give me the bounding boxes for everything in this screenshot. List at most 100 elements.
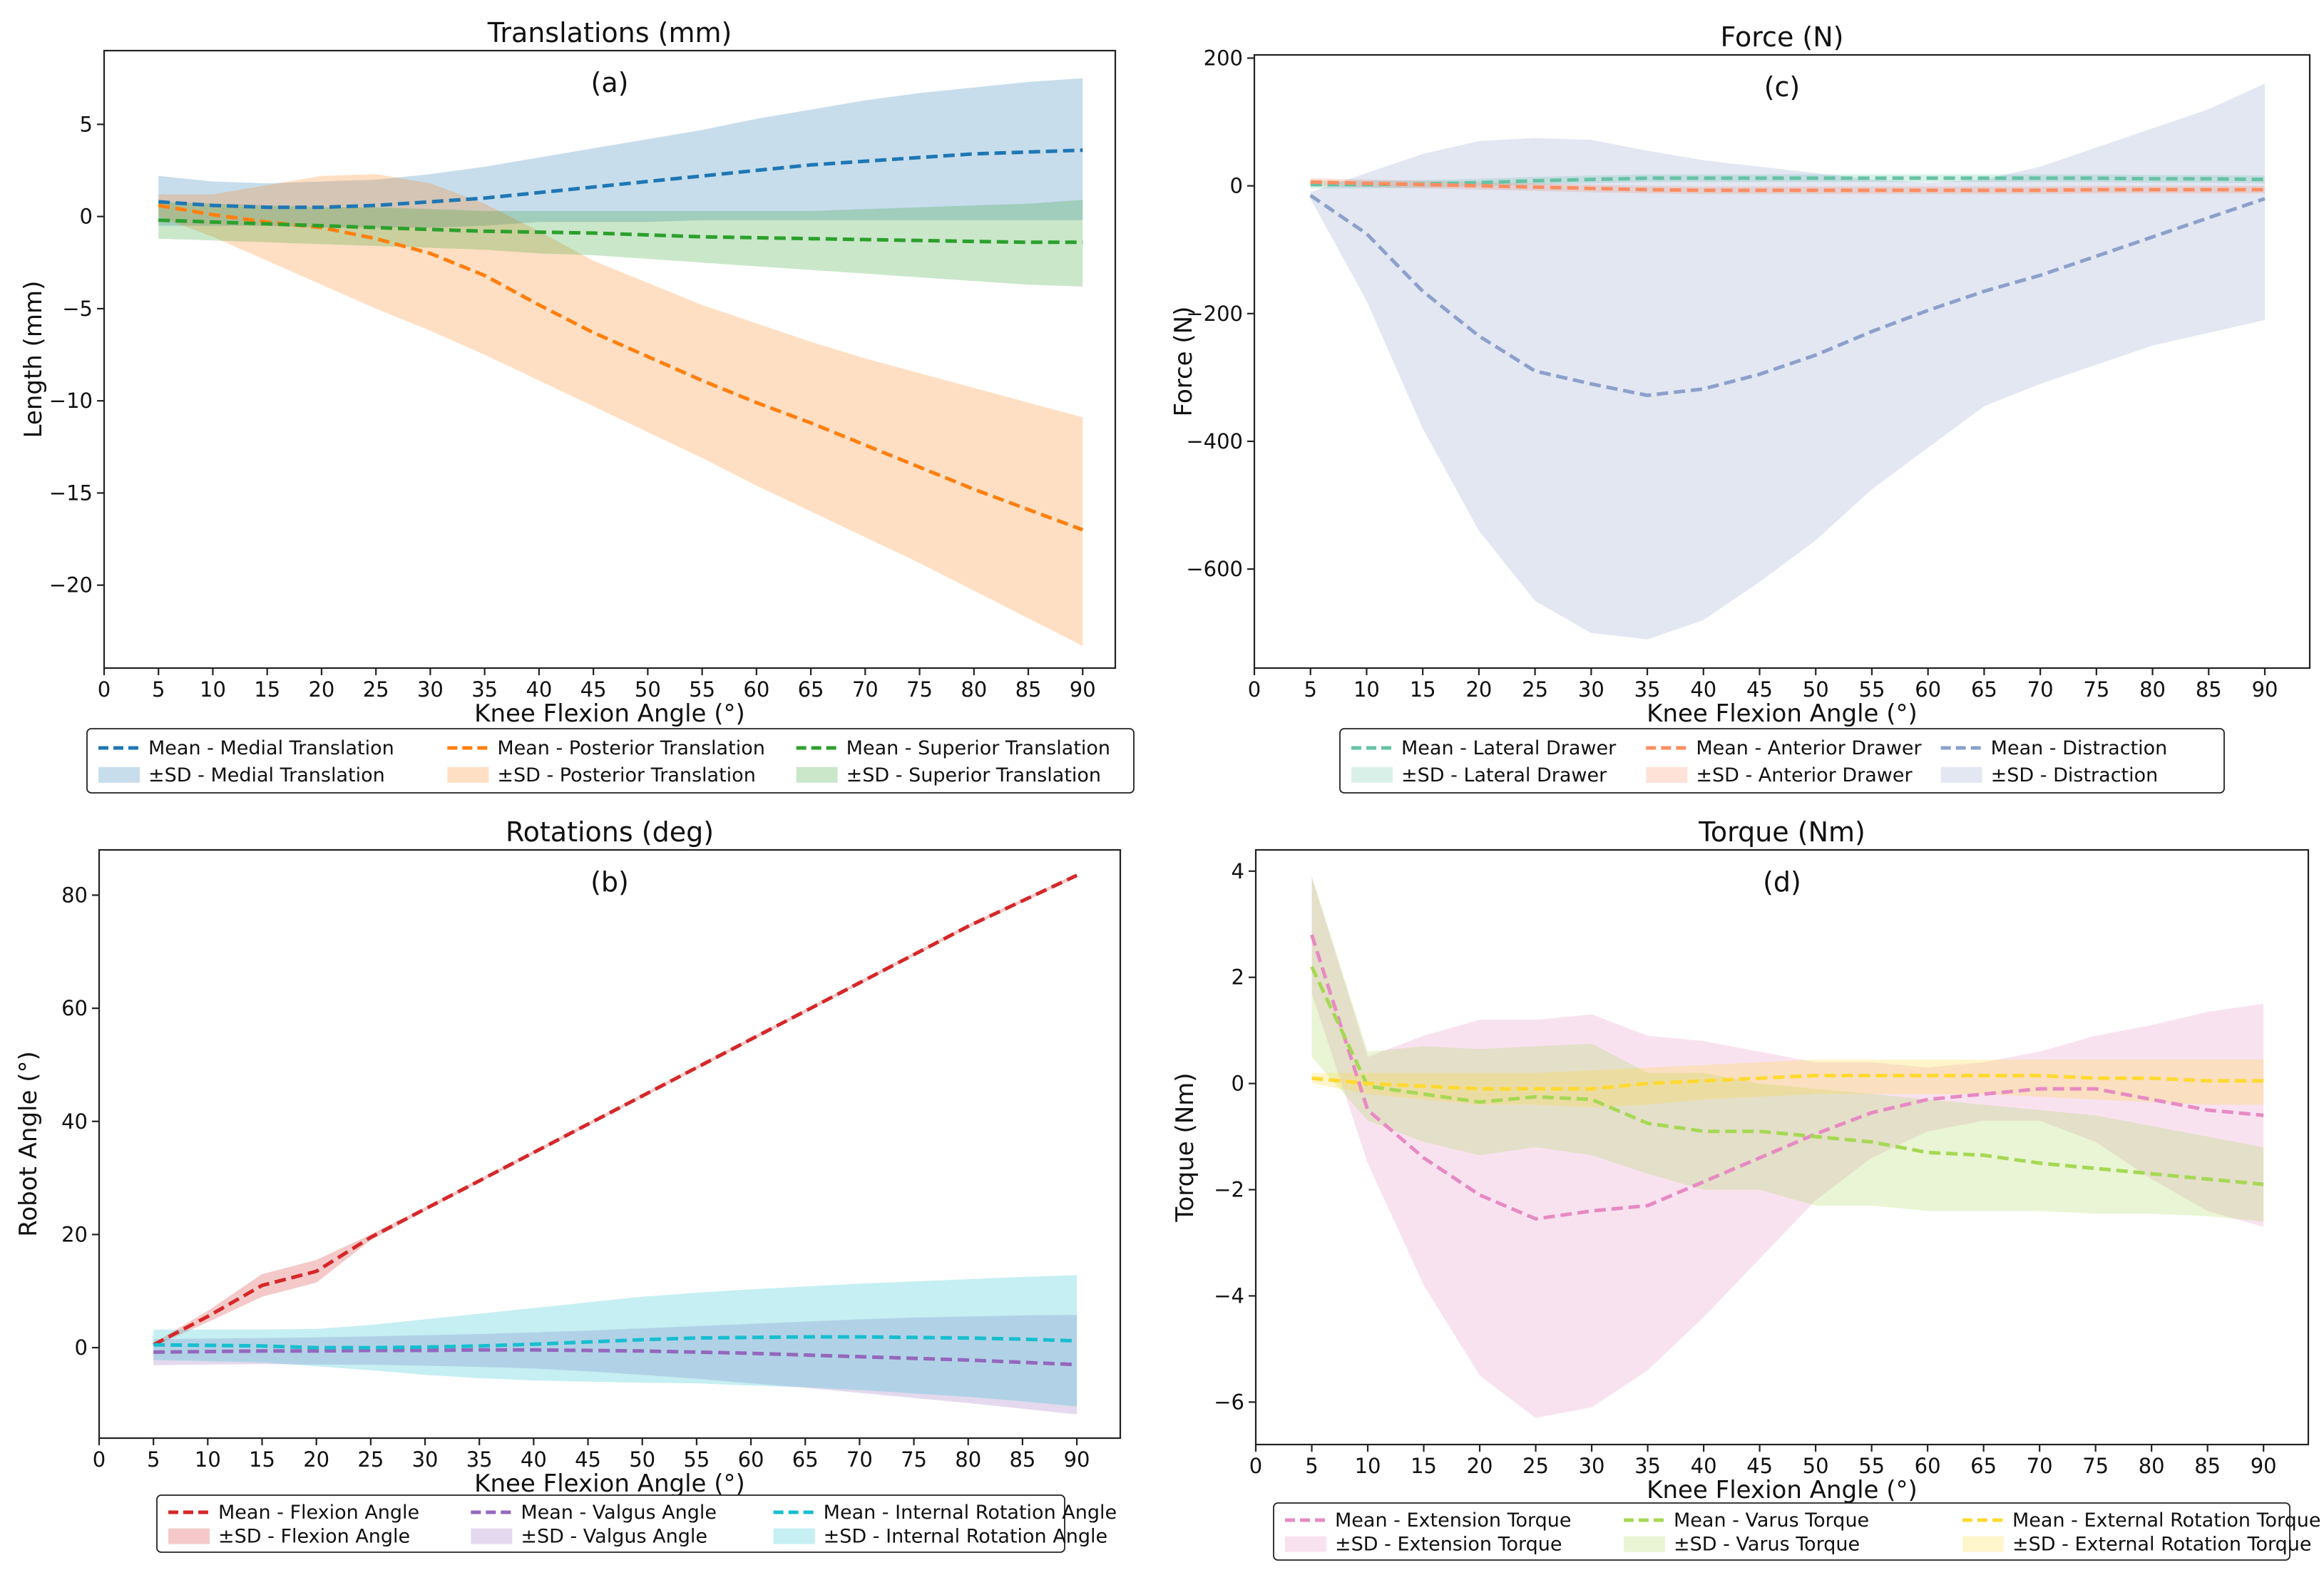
x-axis-label: Knee Flexion Angle (°) [1647,699,1918,728]
x-tick-label: 15 [254,677,280,702]
mean-line-translations-0 [158,148,1083,210]
x-tick-label: 60 [1915,677,1941,702]
legend-band-swatch [1624,1536,1665,1552]
chart-title: Translations (mm) [487,17,732,48]
x-tick-label: 20 [308,677,334,702]
y-tick-label: −600 [1186,557,1243,581]
x-tick-label: 65 [1970,1454,1997,1478]
x-tick-label: 65 [798,677,824,702]
x-tick-label: 25 [1522,677,1548,702]
x-tick-label: 55 [689,677,715,702]
y-tick-label: 80 [61,883,88,907]
x-tick-label: 0 [98,677,111,702]
y-axis-label: Robot Angle (°) [14,1051,43,1237]
y-tick-label: 0 [75,1335,88,1360]
y-tick-label: 0 [1230,174,1243,198]
mean-line-rotations-0 [153,873,1078,1347]
mean-line-force-2 [1309,194,2266,397]
legend-sd-label: ±SD - Flexion Angle [218,1526,410,1548]
x-tick-label: 60 [738,1447,764,1472]
legend-band-swatch [471,1528,513,1544]
x-tick-label: 60 [1915,1454,1941,1478]
legend-torque: Mean - Extension Torque±SD - Extension T… [1273,1502,2321,1561]
x-tick-label: 70 [2027,1454,2053,1478]
chart-title: Torque (Nm) [1698,816,1865,848]
x-tick-label: 0 [1248,677,1261,702]
x-axis-label: Knee Flexion Angle (°) [474,1469,745,1498]
x-tick-label: 90 [1064,1447,1090,1472]
legend-band-swatch [168,1528,210,1544]
y-tick-label: −4 [1214,1284,1244,1308]
legend-sd-label: ±SD - Lateral Drawer [1401,764,1607,786]
mean-line-torque-1 [1310,965,2264,1186]
axes-frame-rotations [98,848,1122,1440]
legend-mean-label: Mean - Internal Rotation Angle [824,1502,1117,1524]
sd-band-force-1 [1310,178,2265,195]
x-tick-label: 45 [1746,1454,1773,1478]
x-tick-label: 10 [1353,677,1380,702]
x-tick-label: 50 [1803,677,1829,702]
sd-band-force-2 [1310,83,2265,640]
mean-line-torque-0 [1310,934,2264,1221]
chart-title: Force (N) [1721,21,1844,53]
x-tick-label: 25 [357,1447,384,1472]
legend-band-swatch [1351,766,1393,783]
y-tick-label: −5 [62,297,93,321]
legend-sd-label: ±SD - Posterior Translation [497,764,755,786]
legend-band-swatch [447,766,489,783]
mean-line-translations-2 [158,218,1083,245]
y-axis-label: Torque (Nm) [1171,1072,1199,1222]
axes-frame-torque [1254,848,2310,1446]
legend-mean-label: Mean - Lateral Drawer [1401,737,1617,759]
y-tick-label: 20 [61,1222,88,1246]
sd-band-translations-1 [158,174,1083,646]
sd-band-translations-0 [158,78,1083,228]
y-tick-label: 0 [80,205,93,229]
x-tick-label: 60 [743,677,769,702]
sd-band-torque-2 [1311,1060,2264,1108]
y-tick-label: 5 [80,112,93,136]
x-tick-label: 50 [629,1447,655,1472]
y-tick-label: 40 [61,1109,88,1134]
x-tick-label: 5 [147,1447,160,1472]
mean-line-torque-2 [1311,1074,2264,1091]
axes-frame-force [1253,53,2311,670]
x-tick-label: 35 [1634,1454,1661,1478]
legend-band-swatch [1646,766,1688,783]
chart-translations: 0 5 10 15 20 25 30 35 40 45 50 55 60 65 70 75 80 85 9050−5… [19,17,1135,794]
x-tick-label: 80 [2139,1454,2165,1478]
y-tick-label: 0 [1232,1072,1244,1096]
y-tick-label: −200 [1186,302,1243,326]
x-tick-label: 35 [466,1447,493,1472]
x-tick-label: 20 [303,1447,329,1472]
x-tick-label: 80 [955,1447,981,1472]
y-tick-label: 4 [1232,859,1244,883]
legend-rotations: Mean - Flexion Angle±SD - Flexion Angle M… [156,1494,1117,1553]
y-tick-label: −2 [1214,1178,1244,1202]
y-tick-label: 2 [1232,965,1244,990]
x-tick-label: 15 [249,1447,275,1472]
legend-frame [86,728,1135,794]
x-tick-label: 40 [521,1447,547,1472]
x-tick-label: 55 [1858,1454,1885,1478]
x-tick-label: 10 [195,1447,221,1472]
x-tick-label: 85 [2194,1454,2221,1478]
y-tick-label: −15 [49,481,93,505]
legend-sd-label: ±SD - Medial Translation [148,764,385,786]
legend-band-swatch [773,1528,815,1544]
x-tick-label: 50 [635,677,661,702]
x-tick-label: 45 [1746,677,1773,702]
sd-band-torque-0 [1311,876,2264,1418]
x-tick-label: 45 [575,1447,601,1472]
x-tick-label: 85 [2196,677,2222,702]
legend-sd-label: ±SD - Distraction [1991,764,2159,786]
chart-force: 0 5 10 15 20 25 30 35 40 45 50 55 60 65 70 75 80 85 90 200 0… [1169,21,2311,794]
legend-frame [156,1494,1065,1553]
x-tick-label: 90 [2252,677,2278,702]
y-tick-label: 60 [61,996,88,1020]
legend-mean-label: Mean - Valgus Angle [521,1502,717,1524]
legend-frame [1273,1502,2290,1561]
x-tick-label: 5 [1304,677,1316,702]
x-tick-label: 65 [792,1447,819,1472]
